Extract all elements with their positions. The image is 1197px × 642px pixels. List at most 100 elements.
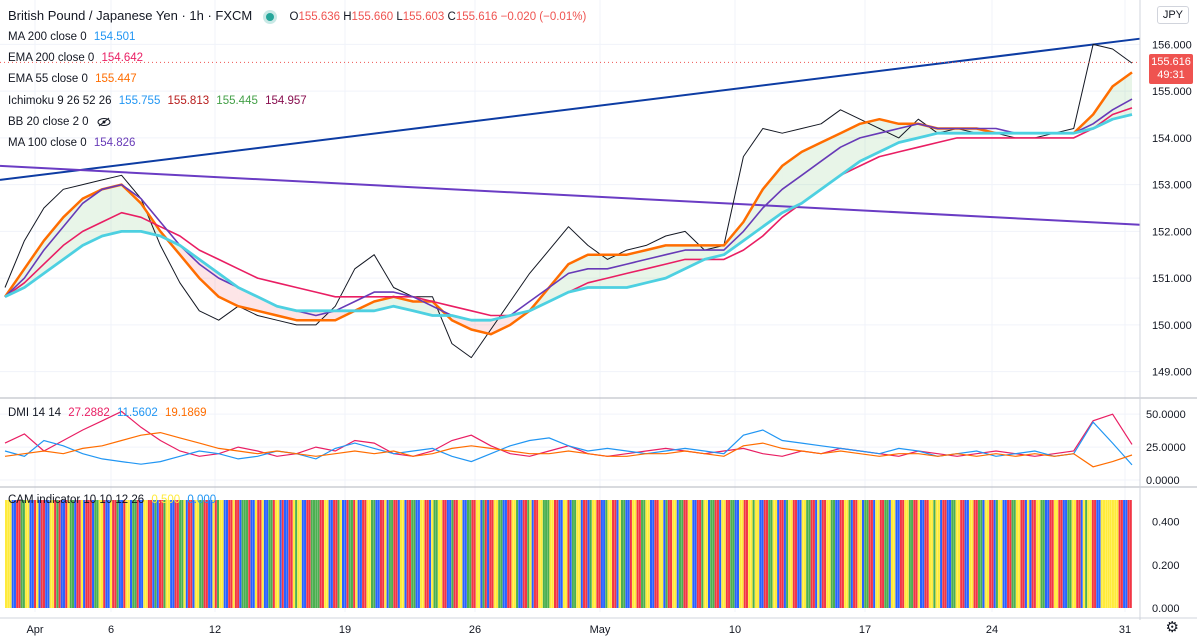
symbol-title[interactable]: British Pound / Japanese Yen · 1h · FXCM — [8, 8, 253, 23]
cam-bar — [904, 500, 907, 608]
last-price: 155.616 — [1151, 56, 1191, 68]
cam-bar — [388, 500, 391, 608]
cam-bar — [295, 500, 298, 608]
cam-bar — [199, 500, 202, 608]
legend-value: 154.957 — [261, 94, 307, 107]
cam-bar — [656, 500, 659, 608]
cam-bar — [76, 500, 79, 608]
cam-bar — [397, 500, 400, 608]
cam-bar — [736, 500, 740, 608]
rising-trendline — [0, 37, 1141, 181]
cam-bar — [379, 500, 382, 608]
cam-bar — [179, 500, 182, 608]
cam-bar — [1038, 500, 1041, 608]
indicator-legend-row[interactable]: BB 20 close 2 0 — [8, 115, 111, 129]
cam-bar — [725, 500, 728, 608]
cam-bar — [560, 500, 563, 608]
time-axis-label: 24 — [986, 624, 998, 636]
cam-bar — [661, 500, 664, 608]
legend-value: 0.000 — [184, 494, 217, 506]
ichimoku-cloud-segment — [607, 254, 627, 288]
ichimoku-cloud-segment — [646, 245, 666, 283]
cam-bar — [1091, 500, 1094, 608]
cam-bar — [620, 500, 623, 608]
cam-bar — [96, 500, 99, 608]
cam-bar — [895, 500, 898, 608]
cam-bar — [272, 500, 275, 608]
cam-bar — [395, 500, 398, 608]
currency-button[interactable]: JPY — [1156, 6, 1189, 24]
cam-bar — [652, 500, 655, 608]
cam-bar — [112, 500, 115, 608]
cam-bar — [759, 500, 762, 608]
cam-bar — [339, 500, 342, 608]
eye-crossed-icon[interactable] — [97, 117, 111, 127]
cam-legend[interactable]: CAM indicator 10 10 12 26 0.500 0.000 — [8, 493, 216, 507]
indicator-legend-row[interactable]: MA 100 close 0 154.826 — [8, 136, 135, 150]
cam-bar — [513, 500, 516, 608]
indicator-legend-row[interactable]: Ichimoku 9 26 52 26 155.755 155.813 155.… — [8, 94, 307, 108]
cam-bar — [252, 500, 255, 608]
cam-bar — [583, 500, 586, 608]
cam-bar — [42, 500, 45, 608]
cam-bar — [22, 500, 25, 608]
time-axis-label: 6 — [108, 624, 114, 636]
indicator-legend-row[interactable]: EMA 55 close 0 155.447 — [8, 72, 137, 86]
cam-bar — [589, 500, 592, 608]
cam-bar — [100, 500, 104, 608]
cam-bar — [263, 500, 266, 608]
time-axis-label: 26 — [469, 624, 481, 636]
cam-bar — [571, 500, 574, 608]
cam-bar — [40, 500, 43, 608]
cam-bar — [87, 500, 90, 608]
cam-bar — [638, 500, 641, 608]
cam-bar — [1009, 500, 1012, 608]
trendlines[interactable] — [0, 37, 1141, 226]
cam-bar — [824, 500, 827, 608]
ichimoku-cloud-segment — [102, 184, 122, 237]
cam-bar — [152, 500, 155, 608]
cam-bar — [924, 500, 927, 608]
indicator-legend-row[interactable]: MA 200 close 0 154.501 — [8, 30, 135, 44]
cam-bar — [201, 500, 204, 608]
dmi-legend[interactable]: DMI 14 14 27.2882 11.5602 19.1869 — [8, 406, 207, 420]
cam-bar — [931, 500, 934, 608]
cam-bar — [1107, 500, 1110, 608]
cam-bar — [1076, 500, 1079, 608]
cam-bar — [694, 500, 697, 608]
cam-bar — [69, 500, 72, 608]
cam-bar — [953, 500, 956, 608]
cam-bar — [491, 500, 494, 608]
cam-bar — [1004, 500, 1007, 608]
cam-bar — [1058, 500, 1061, 608]
legend-value: 27.2882 — [65, 407, 110, 419]
time-axis-label: Apr — [26, 624, 43, 636]
cam-bar — [181, 500, 184, 608]
cam-bar — [826, 500, 829, 608]
cam-bar — [174, 500, 177, 608]
cam-bar — [422, 500, 425, 608]
cam-bar — [971, 500, 974, 608]
cam-bar — [520, 500, 523, 608]
cam-bar — [870, 500, 873, 608]
cam-bar — [266, 500, 269, 608]
cam-bar — [210, 500, 213, 608]
cam-bar — [1011, 500, 1014, 608]
legend-value: 0.500 — [148, 494, 181, 506]
cam-bar — [511, 500, 514, 608]
indicator-legend-row[interactable]: EMA 200 close 0 154.642 — [8, 51, 143, 65]
cam-bar — [502, 500, 505, 608]
ichimoku-cloud-segment — [743, 189, 763, 241]
cam-bar — [103, 500, 106, 608]
cam-bar — [844, 500, 847, 608]
gear-icon[interactable]: ⚙ — [1165, 619, 1179, 636]
cam-bar — [911, 500, 914, 608]
cam-bar — [888, 500, 891, 608]
cam-bar — [732, 500, 735, 608]
last-price-tag: 155.616 49:31 — [1149, 54, 1193, 84]
cam-bar — [25, 500, 28, 608]
cam-bar — [364, 500, 367, 608]
legend-value: 154.501 — [90, 31, 136, 43]
cam-bar — [415, 500, 418, 608]
